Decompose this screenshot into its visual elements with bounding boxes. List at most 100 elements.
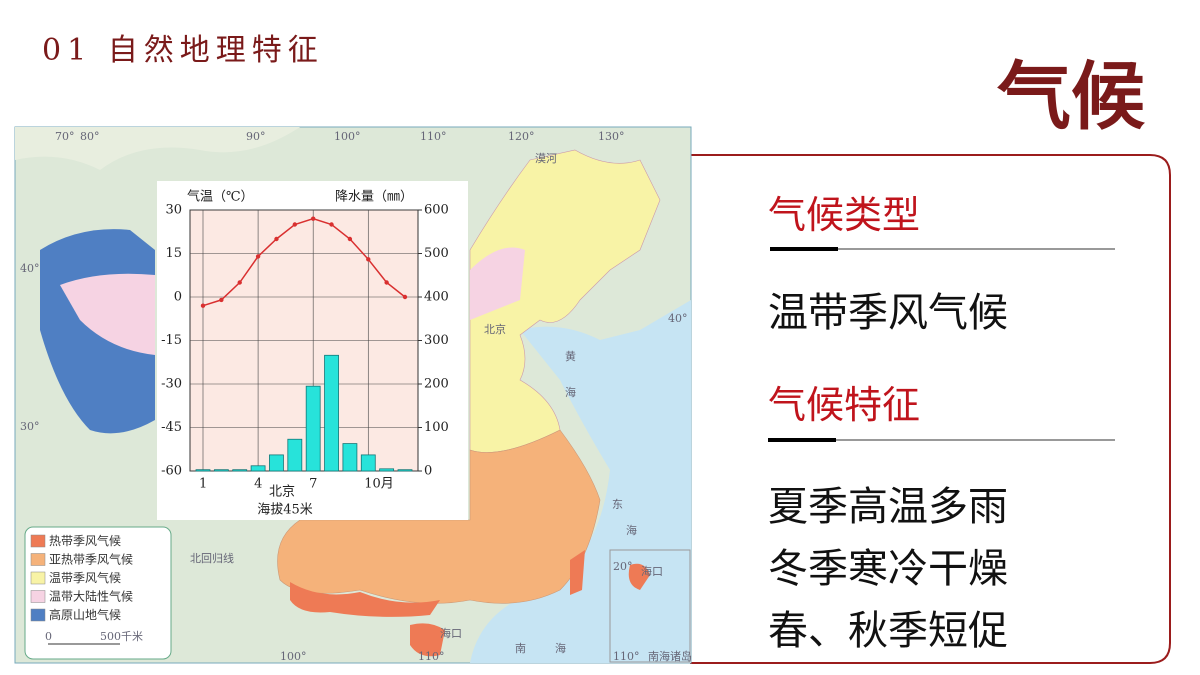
legend-label: 温带季风气候 (49, 570, 121, 585)
region-hainan (410, 623, 445, 657)
feature-text: 冬季寒冷干燥 (768, 546, 1008, 592)
map-label: 70° (55, 130, 75, 143)
elevation: 海拔45米 (257, 503, 313, 518)
features-heading: 气候特征 (768, 383, 920, 427)
point (329, 222, 334, 227)
x-tick-label: 4 (254, 477, 262, 492)
y2-tick-label: 0 (424, 464, 432, 479)
bar (324, 354, 339, 472)
map-label: 南 (515, 642, 526, 655)
map-label: 110° (418, 650, 445, 663)
bar (213, 469, 229, 472)
land (15, 127, 300, 170)
inset (609, 549, 691, 663)
line (202, 217, 406, 307)
legend (24, 526, 172, 660)
region-continental (470, 247, 525, 320)
legend-swatch (30, 608, 46, 622)
y-tick-label: 15 (165, 246, 182, 261)
point (402, 294, 408, 300)
point (237, 280, 242, 285)
y2-tick-label: 400 (424, 290, 449, 305)
bar (305, 385, 321, 472)
y2-tick-label: 500 (424, 246, 449, 261)
point (255, 254, 261, 259)
map-label: 40° (668, 312, 688, 325)
point (310, 216, 316, 221)
map-label: 北京 (484, 322, 506, 336)
y2-tick-label: 100 (424, 420, 449, 435)
bar (195, 469, 211, 472)
bar (360, 454, 376, 472)
map-label: 南海诸岛 (648, 649, 692, 663)
point (274, 236, 279, 242)
region-taiwan (570, 550, 585, 595)
panel-frame (690, 154, 1171, 664)
map-label: 海 (555, 641, 566, 655)
y-axis-title: 气温（℃） (187, 189, 254, 205)
legend-swatch (30, 534, 46, 548)
scale-label: 500千米 (100, 630, 143, 643)
topic-title: 气候 (997, 54, 1146, 140)
map-label: 东 (612, 498, 623, 511)
point (347, 236, 353, 242)
map-label: 海 (626, 523, 637, 537)
legend-swatch (30, 571, 46, 585)
map-label: 黄 (565, 349, 576, 363)
map-label: 130° (598, 130, 625, 143)
point (384, 280, 389, 285)
point (292, 222, 298, 227)
map-label: 漠河 (535, 152, 557, 165)
map-label: 80° (80, 130, 100, 143)
y2-axis-title: 降水量（㎜） (335, 190, 413, 205)
y2-tick-label: 200 (424, 377, 449, 392)
map-label: 110° (613, 650, 640, 663)
map-label: 海口 (641, 564, 663, 578)
bar (269, 454, 284, 472)
type-text: 温带季风气候 (768, 290, 1008, 336)
section-title: 01 自然地理特征 (42, 33, 324, 68)
y-tick-label: -15 (161, 333, 182, 348)
feature-text: 春、秋季短促 (768, 608, 1008, 654)
region-tropical-monsoon (290, 582, 440, 617)
bar (250, 465, 266, 472)
legend-label: 亚热带季风气候 (49, 552, 133, 567)
map-label: 40° (20, 262, 40, 275)
point (366, 257, 371, 262)
x-tick-label: 1 (199, 477, 207, 492)
bar (397, 469, 413, 472)
scale-label: 0 (45, 630, 52, 643)
y-tick-label: -60 (161, 464, 182, 479)
map-label: 100° (334, 130, 361, 143)
map-label: 海 (565, 385, 576, 399)
map-label: 120° (508, 130, 535, 143)
map-label: 海口 (440, 626, 462, 640)
x-tick-label: 7 (309, 477, 317, 492)
map-label: 30° (20, 420, 40, 433)
bar (379, 468, 395, 472)
y-tick-label: -45 (161, 420, 182, 435)
y-tick-label: -30 (161, 377, 182, 392)
bar (232, 469, 248, 472)
x-tick-label: 10月 (364, 477, 394, 492)
bar (342, 443, 358, 472)
y-tick-label: 30 (165, 203, 182, 218)
station: 北京 (269, 485, 295, 500)
map-label: 90° (246, 130, 266, 143)
map-label: 110° (420, 130, 447, 143)
type-heading: 气候类型 (768, 193, 920, 237)
y2-tick-label: 600 (424, 203, 449, 218)
point (219, 297, 224, 303)
legend-swatch (30, 553, 46, 566)
legend-label: 温带大陆性气候 (49, 589, 133, 604)
legend-label: 热带季风气候 (49, 533, 121, 548)
map-label: 100° (280, 650, 307, 663)
y-tick-label: 0 (174, 290, 182, 305)
legend-swatch (30, 590, 46, 603)
point (200, 303, 206, 308)
region-subtropical-monsoon (277, 429, 601, 604)
feature-text: 夏季高温多雨 (768, 484, 1008, 530)
map-label: 北回归线 (190, 551, 234, 565)
bar (287, 438, 303, 472)
